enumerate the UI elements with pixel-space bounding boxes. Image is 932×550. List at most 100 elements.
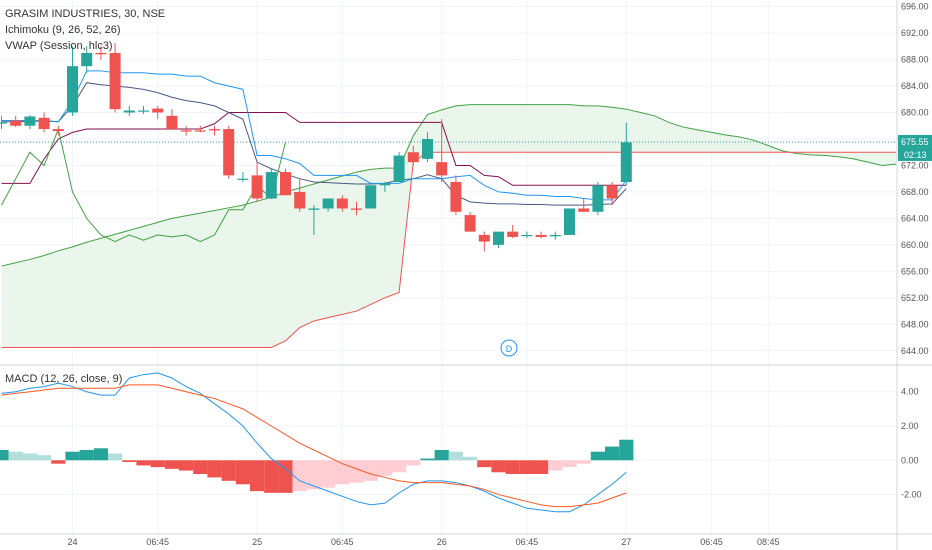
ichimoku-legend[interactable]: Ichimoku (9, 26, 52, 26)	[5, 24, 121, 36]
chikou-line	[1, 127, 286, 243]
macd-axis-label: 2.00	[901, 421, 919, 431]
grid	[0, 0, 897, 534]
macd-legend[interactable]: MACD (12, 26, close, 9)	[5, 373, 123, 385]
signal-line	[1, 384, 627, 508]
candle-body	[265, 172, 277, 199]
last-price-value: 675.55	[901, 137, 929, 147]
price-axis-label: 672.00	[901, 160, 929, 170]
candle-body	[422, 138, 433, 159]
macd-axis-label: 0.00	[901, 455, 919, 465]
macd-histogram-bar	[79, 450, 94, 461]
leading-span-b	[1, 151, 897, 348]
macd-histogram-bar	[349, 460, 364, 483]
candle-body	[166, 115, 178, 130]
macd-histogram-bar	[136, 460, 151, 466]
macd-histogram-bar	[207, 460, 222, 478]
candle-body	[38, 117, 50, 130]
countdown-tag	[898, 147, 932, 161]
price-axis-label: 660.00	[901, 240, 929, 250]
time-axis-label: 06:45	[700, 537, 723, 547]
candle-body	[592, 185, 604, 212]
macd-histogram-bar	[22, 453, 37, 461]
macd-histogram-bar	[619, 439, 634, 461]
candle-body	[549, 234, 561, 237]
candle-body	[138, 110, 149, 112]
candle-body	[237, 178, 249, 180]
candle-body	[280, 172, 291, 196]
macd-histogram-bar	[576, 460, 591, 464]
macd-histogram-bar	[164, 460, 179, 469]
macd-histogram-bar	[335, 460, 350, 485]
candle-body	[620, 142, 632, 182]
price-axis-label: 648.00	[901, 319, 929, 329]
candle-body	[10, 120, 22, 126]
macd-pane	[0, 372, 634, 513]
price-axis-label: 652.00	[901, 293, 929, 303]
price-axis-label: 680.00	[901, 108, 929, 118]
candle-body	[564, 208, 575, 235]
macd-histogram-bar	[0, 450, 9, 461]
price-axis-label: 664.00	[901, 213, 929, 223]
candle-body	[194, 130, 206, 132]
macd-histogram-bar	[51, 460, 66, 464]
candle-body	[0, 122, 7, 124]
price-axis-label: 696.00	[901, 2, 929, 12]
candle-body	[67, 66, 78, 113]
candle-body	[436, 162, 448, 176]
candle-body	[294, 191, 306, 209]
vwap-legend[interactable]: VWAP (Session, hlc3)	[5, 40, 113, 52]
macd-histogram-bar	[264, 460, 279, 493]
candle-body	[478, 234, 490, 242]
macd-histogram-bar	[491, 460, 506, 473]
vwap-line	[1, 82, 627, 206]
ichimoku-cloud	[1, 104, 897, 348]
macd-histogram-bar	[448, 451, 463, 461]
macd-histogram-bar	[250, 460, 265, 492]
leading-span-a	[1, 104, 897, 267]
macd-histogram-bar	[562, 460, 577, 468]
candle-body	[52, 129, 64, 132]
macd-histogram-bar	[65, 451, 80, 461]
macd-histogram-bar	[321, 460, 336, 488]
candle-body	[24, 116, 36, 126]
macd-histogram-bar	[548, 460, 563, 471]
macd-histogram-bar	[605, 446, 620, 461]
candle-body	[393, 155, 405, 182]
candle-body	[450, 182, 462, 212]
macd-histogram-bar	[463, 456, 478, 461]
macd-histogram-bar	[122, 460, 137, 462]
candle-body	[535, 234, 547, 237]
macd-axis-label: 4.00	[901, 387, 919, 397]
event-marker[interactable]: D	[500, 339, 518, 357]
candle-body	[336, 198, 348, 209]
macd-histogram-bar	[505, 460, 520, 474]
candle-body	[464, 215, 476, 232]
macd-histogram-bar	[8, 451, 23, 461]
macd-line	[1, 372, 627, 513]
macd-histogram-bar	[590, 451, 605, 461]
macd-histogram-bar	[37, 455, 52, 461]
candle-body	[152, 108, 164, 113]
macd-histogram-bar	[179, 460, 194, 471]
candle-body	[209, 129, 220, 131]
macd-histogram-bar	[534, 460, 549, 474]
candle-body	[365, 185, 377, 209]
macd-histogram-bar	[292, 460, 307, 492]
last-price-tag	[898, 134, 932, 148]
candle-body	[123, 110, 135, 113]
macd-histogram-bar	[193, 460, 208, 474]
time-axis-label: 08:45	[757, 537, 780, 547]
price-axis-label: 668.00	[901, 187, 929, 197]
candle-body	[251, 175, 263, 199]
macd-histogram-bar	[235, 460, 250, 485]
candles[interactable]	[0, 43, 632, 252]
macd-histogram-bar	[377, 460, 392, 476]
candle-body	[578, 208, 590, 212]
kijun-line	[1, 112, 627, 186]
macd-histogram-bar	[477, 460, 492, 468]
macd-histogram-bar	[392, 460, 407, 473]
candle-body	[109, 52, 121, 110]
macd-histogram-bar	[519, 460, 534, 474]
price-axis-label: 688.00	[901, 55, 929, 65]
